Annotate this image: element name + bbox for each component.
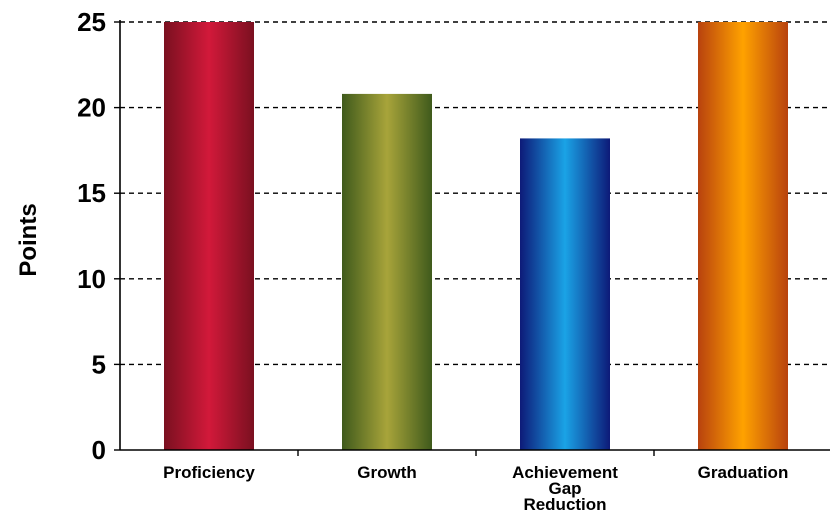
axes [114,20,830,456]
x-category-label: Graduation [698,463,789,482]
y-tick-label: 15 [77,178,106,208]
bar-graduation [698,22,788,450]
bar-proficiency [164,22,254,450]
bar-growth [342,93,432,451]
y-tick-label: 5 [92,349,106,379]
y-tick-label: 20 [77,93,106,123]
labels: 0 5 10 15 20 25 Proficiency Growth Achievement Ga… [77,7,788,514]
y-axis-title: Points [15,203,42,276]
bar-achievement-gap-reduction [520,138,610,450]
x-category-label: Achievement Gap Reduction [512,463,618,514]
y-tick-label: 0 [92,435,106,465]
x-category-label: Proficiency [163,463,255,482]
x-category-label: Growth [357,463,417,482]
bars [164,22,788,451]
y-tick-label: 25 [77,7,106,37]
y-tick-label: 10 [77,264,106,294]
